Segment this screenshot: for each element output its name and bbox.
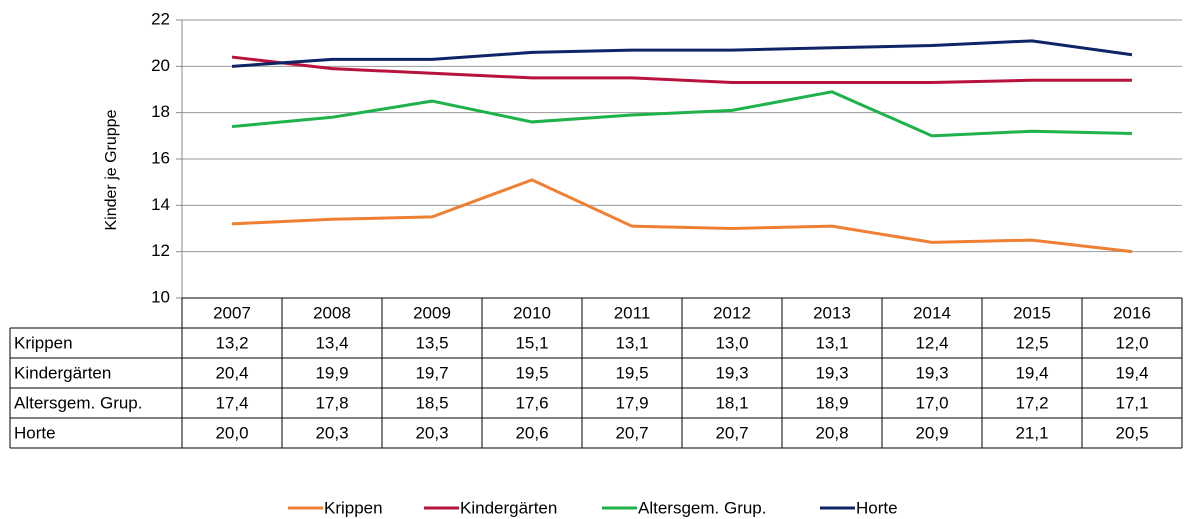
table-cell: 19,4 (1115, 363, 1148, 382)
y-tick-label: 14 (151, 195, 170, 214)
table-cell: 13,1 (815, 333, 848, 352)
table-cell: 18,1 (715, 393, 748, 412)
table-cell: 21,1 (1015, 423, 1048, 442)
table-cell: 19,3 (715, 363, 748, 382)
y-tick-label: 16 (151, 148, 170, 167)
table-cell: 17,6 (515, 393, 548, 412)
series-line (231, 39, 1133, 68)
y-tick-label: 12 (151, 241, 170, 260)
legend-label: Horte (856, 498, 898, 517)
table-cell: 13,1 (615, 333, 648, 352)
table-cell: 17,0 (915, 393, 948, 412)
table-cell: 18,5 (415, 393, 448, 412)
table-cell: 20,4 (215, 363, 248, 382)
y-tick-label: 22 (151, 9, 170, 28)
table-cell: 15,1 (515, 333, 548, 352)
table-cell: 20,8 (815, 423, 848, 442)
series-line (231, 55, 1132, 85)
legend-label: Kindergärten (460, 498, 557, 517)
table-cell: 19,3 (815, 363, 848, 382)
table-cell: 19,4 (1015, 363, 1048, 382)
table-cell: 20,3 (415, 423, 448, 442)
row-label: Kindergärten (14, 363, 111, 382)
legend-label: Krippen (324, 498, 383, 517)
table-cell: 18,9 (815, 393, 848, 412)
table-cell: 13,5 (415, 333, 448, 352)
y-tick-label: 20 (151, 56, 170, 75)
table-cell: 17,4 (215, 393, 248, 412)
x-tick-label: 2008 (313, 303, 351, 322)
y-tick-label: 18 (151, 102, 170, 121)
x-tick-label: 2013 (813, 303, 851, 322)
table-cell: 20,0 (215, 423, 248, 442)
table-cell: 19,7 (415, 363, 448, 382)
row-label: Krippen (14, 333, 73, 352)
x-tick-label: 2010 (513, 303, 551, 322)
table-cell: 19,5 (515, 363, 548, 382)
table-cell: 20,9 (915, 423, 948, 442)
x-tick-label: 2007 (213, 303, 251, 322)
table-cell: 17,2 (1015, 393, 1048, 412)
table-cell: 20,7 (715, 423, 748, 442)
series-line (231, 90, 1133, 138)
x-tick-label: 2014 (913, 303, 951, 322)
legend-label: Altersgem. Grup. (638, 498, 767, 517)
table-cell: 17,1 (1115, 393, 1148, 412)
row-label: Altersgem. Grup. (14, 393, 143, 412)
table-cell: 20,5 (1115, 423, 1148, 442)
table-cell: 20,3 (315, 423, 348, 442)
table-cell: 19,9 (315, 363, 348, 382)
table-cell: 17,8 (315, 393, 348, 412)
x-tick-label: 2016 (1113, 303, 1151, 322)
x-tick-label: 2015 (1013, 303, 1051, 322)
x-tick-label: 2012 (713, 303, 751, 322)
table-cell: 12,0 (1115, 333, 1148, 352)
table-cell: 12,5 (1015, 333, 1048, 352)
table-cell: 12,4 (915, 333, 948, 352)
x-tick-label: 2011 (614, 303, 651, 322)
row-label: Horte (14, 423, 56, 442)
table-cell: 19,5 (615, 363, 648, 382)
y-axis-label: Kinder je Gruppe (103, 109, 120, 230)
table-cell: 20,6 (515, 423, 548, 442)
table-cell: 13,4 (315, 333, 348, 352)
table-cell: 19,3 (915, 363, 948, 382)
y-tick-label: 10 (151, 287, 170, 306)
table-cell: 20,7 (615, 423, 648, 442)
x-tick-label: 2009 (413, 303, 451, 322)
table-cell: 13,0 (715, 333, 748, 352)
table-cell: 13,2 (215, 333, 248, 352)
series-line (231, 178, 1133, 254)
table-cell: 17,9 (615, 393, 648, 412)
